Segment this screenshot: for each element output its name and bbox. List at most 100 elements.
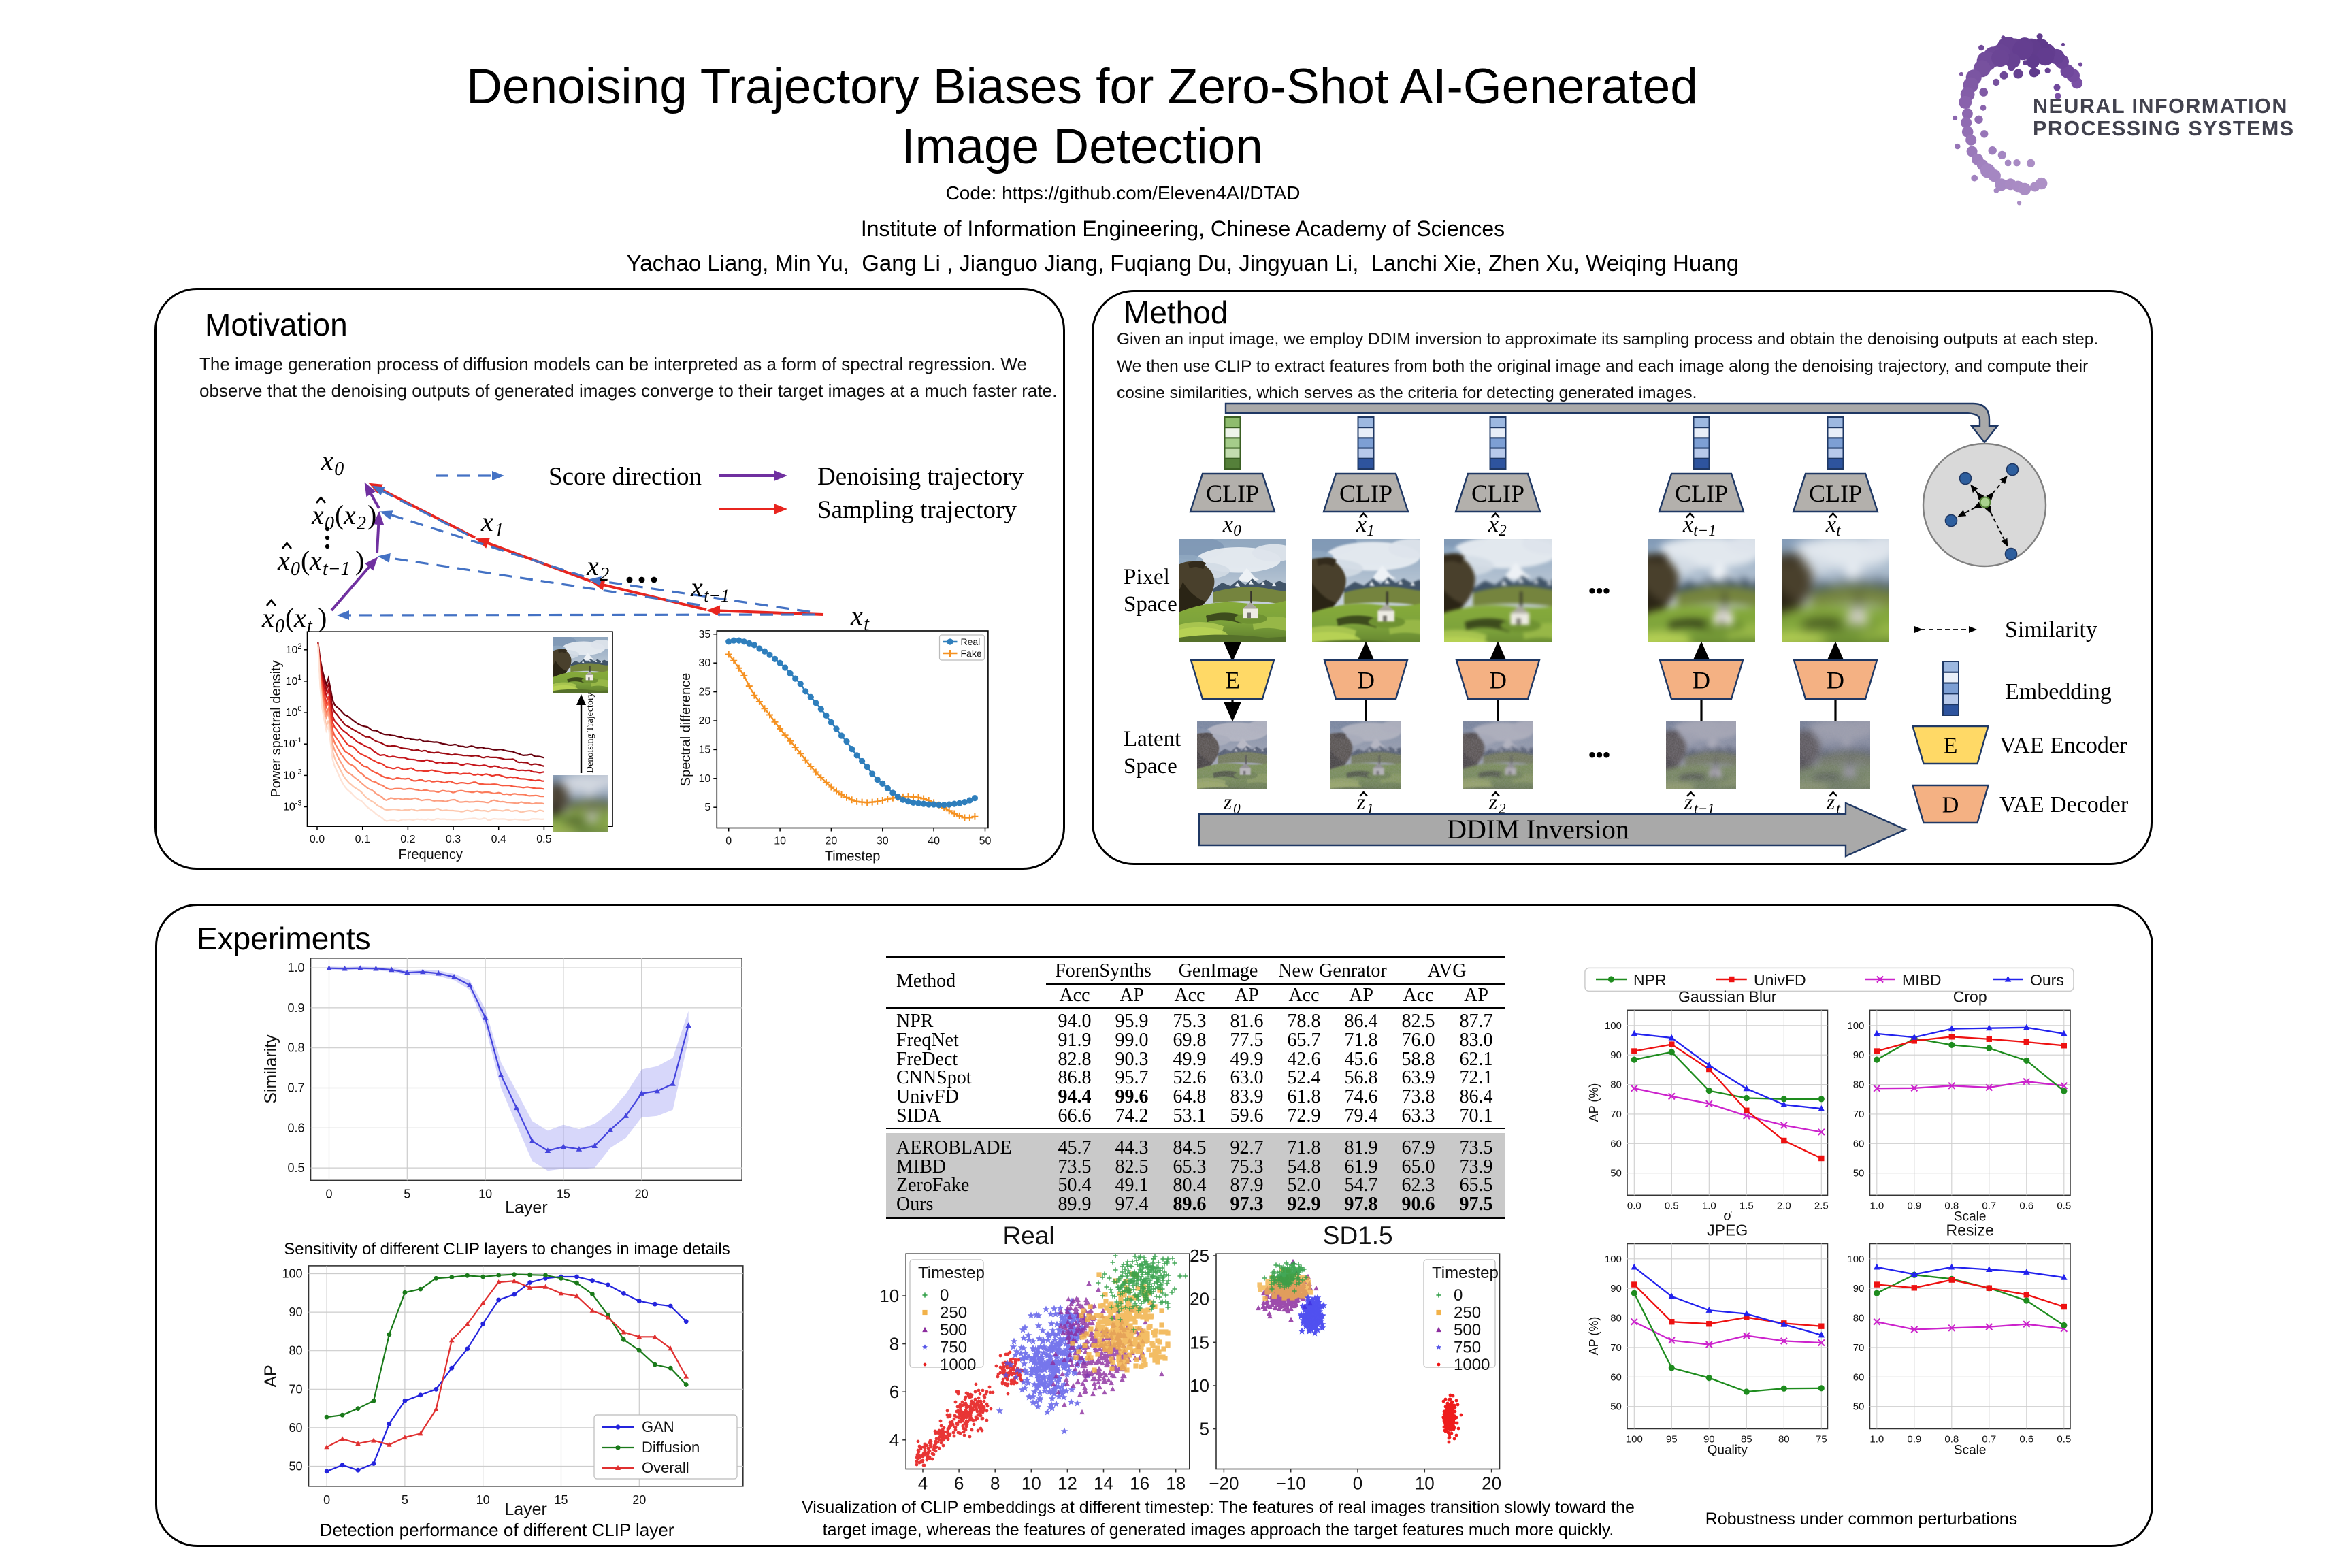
- svg-text:D: D: [1489, 667, 1507, 694]
- svg-text:70: 70: [1610, 1342, 1622, 1354]
- svg-text:1000: 1000: [1454, 1356, 1490, 1374]
- svg-text:Similarity: Similarity: [2005, 617, 2097, 642]
- svg-text:10: 10: [478, 1187, 492, 1200]
- svg-text:0.6: 0.6: [287, 1121, 304, 1134]
- svg-text:10-3: 10-3: [283, 800, 302, 813]
- svg-text:4: 4: [889, 1430, 899, 1450]
- svg-text:4: 4: [918, 1473, 928, 1494]
- svg-text:50: 50: [289, 1460, 302, 1473]
- svg-text:Frequency: Frequency: [398, 847, 463, 862]
- svg-text:): ): [355, 545, 364, 576]
- svg-text:AP: AP: [261, 1365, 280, 1387]
- svg-text:12: 12: [1058, 1473, 1077, 1494]
- svg-text:0.9: 0.9: [287, 1001, 304, 1015]
- svg-text:E: E: [1225, 667, 1240, 694]
- svg-text:10: 10: [476, 1493, 490, 1507]
- svg-text:Score direction: Score direction: [549, 463, 702, 491]
- svg-text:0.0: 0.0: [1627, 1200, 1642, 1211]
- svg-text:AP (%): AP (%): [1587, 1317, 1601, 1356]
- svg-text:60: 60: [1853, 1138, 1865, 1149]
- svg-text:80: 80: [1610, 1313, 1622, 1324]
- svg-text:25: 25: [1190, 1245, 1209, 1266]
- svg-text:70: 70: [1610, 1109, 1622, 1120]
- svg-text:8: 8: [990, 1473, 1000, 1494]
- svg-text:t−1: t−1: [323, 559, 350, 580]
- svg-text:500: 500: [1454, 1321, 1481, 1339]
- svg-text:0.0: 0.0: [310, 834, 325, 845]
- svg-text:1: 1: [1367, 522, 1375, 539]
- svg-text:D: D: [1827, 667, 1844, 694]
- svg-text:2: 2: [357, 513, 366, 534]
- svg-text:z: z: [1684, 789, 1693, 814]
- svg-text:750: 750: [1454, 1339, 1481, 1357]
- svg-text:250: 250: [940, 1304, 967, 1322]
- svg-text:MIBD: MIBD: [1902, 971, 1942, 989]
- svg-text:10-2: 10-2: [283, 768, 302, 781]
- svg-text:(: (: [301, 545, 310, 576]
- svg-text:Space: Space: [1124, 754, 1177, 779]
- svg-text:0.2: 0.2: [400, 834, 415, 845]
- svg-text:•••: •••: [1588, 744, 1610, 766]
- svg-text:PROCESSING SYSTEMS: PROCESSING SYSTEMS: [2033, 117, 2295, 140]
- svg-text:AP (%): AP (%): [1587, 1083, 1601, 1122]
- svg-text:Similarity: Similarity: [261, 1034, 280, 1104]
- svg-text:NPR: NPR: [1633, 971, 1667, 989]
- svg-text:1.0: 1.0: [1702, 1200, 1716, 1211]
- svg-text:x: x: [277, 545, 290, 576]
- svg-text:): ): [318, 602, 327, 633]
- svg-text:10: 10: [1415, 1473, 1435, 1494]
- svg-text:15: 15: [1190, 1332, 1209, 1352]
- svg-text:5: 5: [704, 802, 710, 813]
- svg-text:1.0: 1.0: [1869, 1200, 1884, 1211]
- svg-text:10: 10: [879, 1286, 899, 1306]
- svg-text:50: 50: [1853, 1168, 1865, 1179]
- svg-text:0.8: 0.8: [287, 1041, 304, 1055]
- svg-text:x: x: [690, 572, 703, 602]
- svg-text:z: z: [1223, 789, 1232, 814]
- svg-text:UnivFD: UnivFD: [1754, 971, 1806, 989]
- svg-text:SD1.5: SD1.5: [1323, 1222, 1393, 1250]
- svg-text:2: 2: [1499, 800, 1506, 817]
- svg-text:0: 0: [291, 559, 300, 580]
- svg-text:80: 80: [1853, 1313, 1865, 1324]
- svg-text:30: 30: [699, 657, 711, 669]
- svg-text:z: z: [1488, 789, 1498, 814]
- svg-text:25: 25: [699, 687, 711, 698]
- svg-text:x: x: [321, 445, 333, 476]
- svg-text:15: 15: [554, 1493, 568, 1507]
- svg-text:x: x: [1356, 512, 1367, 537]
- svg-text:D: D: [1357, 667, 1375, 694]
- svg-text:0: 0: [1233, 522, 1241, 539]
- svg-text:102: 102: [286, 642, 302, 656]
- svg-text:t−1: t−1: [1693, 522, 1716, 539]
- svg-text:2: 2: [1499, 522, 1507, 539]
- svg-text:t: t: [864, 614, 870, 635]
- svg-text:90: 90: [1853, 1283, 1865, 1294]
- svg-text:Spectral difference: Spectral difference: [679, 673, 693, 786]
- svg-text:0: 0: [334, 459, 344, 480]
- svg-text:100: 100: [1847, 1020, 1864, 1032]
- svg-text:Real: Real: [1002, 1222, 1054, 1250]
- svg-text:Latent: Latent: [1124, 727, 1181, 751]
- svg-text:0.9: 0.9: [1907, 1200, 1921, 1211]
- svg-text:70: 70: [289, 1382, 302, 1396]
- svg-text:0.5: 0.5: [1665, 1200, 1679, 1211]
- svg-text:NEURAL INFORMATION: NEURAL INFORMATION: [2033, 95, 2288, 118]
- svg-text:E: E: [1944, 734, 1958, 759]
- svg-text:0.5: 0.5: [287, 1161, 304, 1175]
- svg-text:15: 15: [557, 1187, 570, 1200]
- svg-text:σ: σ: [1724, 1206, 1733, 1223]
- svg-text:750: 750: [940, 1339, 967, 1357]
- svg-text:t−1: t−1: [704, 586, 730, 606]
- svg-text:2.0: 2.0: [1777, 1200, 1791, 1211]
- svg-text:20: 20: [699, 715, 711, 727]
- svg-text:Fake: Fake: [961, 648, 982, 659]
- svg-text:Scale: Scale: [1954, 1209, 1987, 1224]
- svg-text:15: 15: [699, 744, 711, 755]
- svg-text:80: 80: [1610, 1079, 1622, 1091]
- svg-text:10-1: 10-1: [283, 736, 302, 750]
- svg-text:Layer: Layer: [504, 1500, 547, 1519]
- svg-text:D: D: [1942, 793, 1959, 818]
- svg-text:VAE Encoder: VAE Encoder: [1999, 733, 2127, 758]
- svg-text:z: z: [1826, 789, 1835, 814]
